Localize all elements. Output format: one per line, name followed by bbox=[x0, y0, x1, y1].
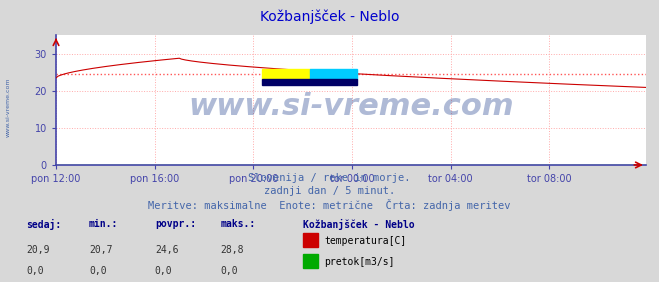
Text: 0,0: 0,0 bbox=[155, 266, 173, 276]
Text: www.si-vreme.com: www.si-vreme.com bbox=[188, 92, 514, 121]
Text: povpr.:: povpr.: bbox=[155, 219, 196, 228]
Bar bbox=[310, 69, 357, 79]
Text: min.:: min.: bbox=[89, 219, 119, 228]
Text: 0,0: 0,0 bbox=[221, 266, 239, 276]
Text: 0,0: 0,0 bbox=[89, 266, 107, 276]
Text: Meritve: maksimalne  Enote: metrične  Črta: zadnja meritev: Meritve: maksimalne Enote: metrične Črta… bbox=[148, 199, 511, 211]
Bar bbox=[262, 69, 310, 79]
Text: 20,9: 20,9 bbox=[26, 245, 50, 255]
Text: sedaj:: sedaj: bbox=[26, 219, 61, 230]
Text: temperatura[C]: temperatura[C] bbox=[324, 236, 407, 246]
Text: 28,8: 28,8 bbox=[221, 245, 244, 255]
Text: zadnji dan / 5 minut.: zadnji dan / 5 minut. bbox=[264, 186, 395, 196]
Text: pretok[m3/s]: pretok[m3/s] bbox=[324, 257, 395, 267]
Text: Kožbanjšček - Neblo: Kožbanjšček - Neblo bbox=[303, 219, 415, 230]
Text: 0,0: 0,0 bbox=[26, 266, 44, 276]
Text: Slovenija / reke in morje.: Slovenija / reke in morje. bbox=[248, 173, 411, 183]
Text: www.si-vreme.com: www.si-vreme.com bbox=[5, 78, 11, 137]
Text: 24,6: 24,6 bbox=[155, 245, 179, 255]
Bar bbox=[262, 79, 357, 85]
Text: Kožbanjšček - Neblo: Kožbanjšček - Neblo bbox=[260, 10, 399, 24]
Text: 20,7: 20,7 bbox=[89, 245, 113, 255]
Text: maks.:: maks.: bbox=[221, 219, 256, 228]
